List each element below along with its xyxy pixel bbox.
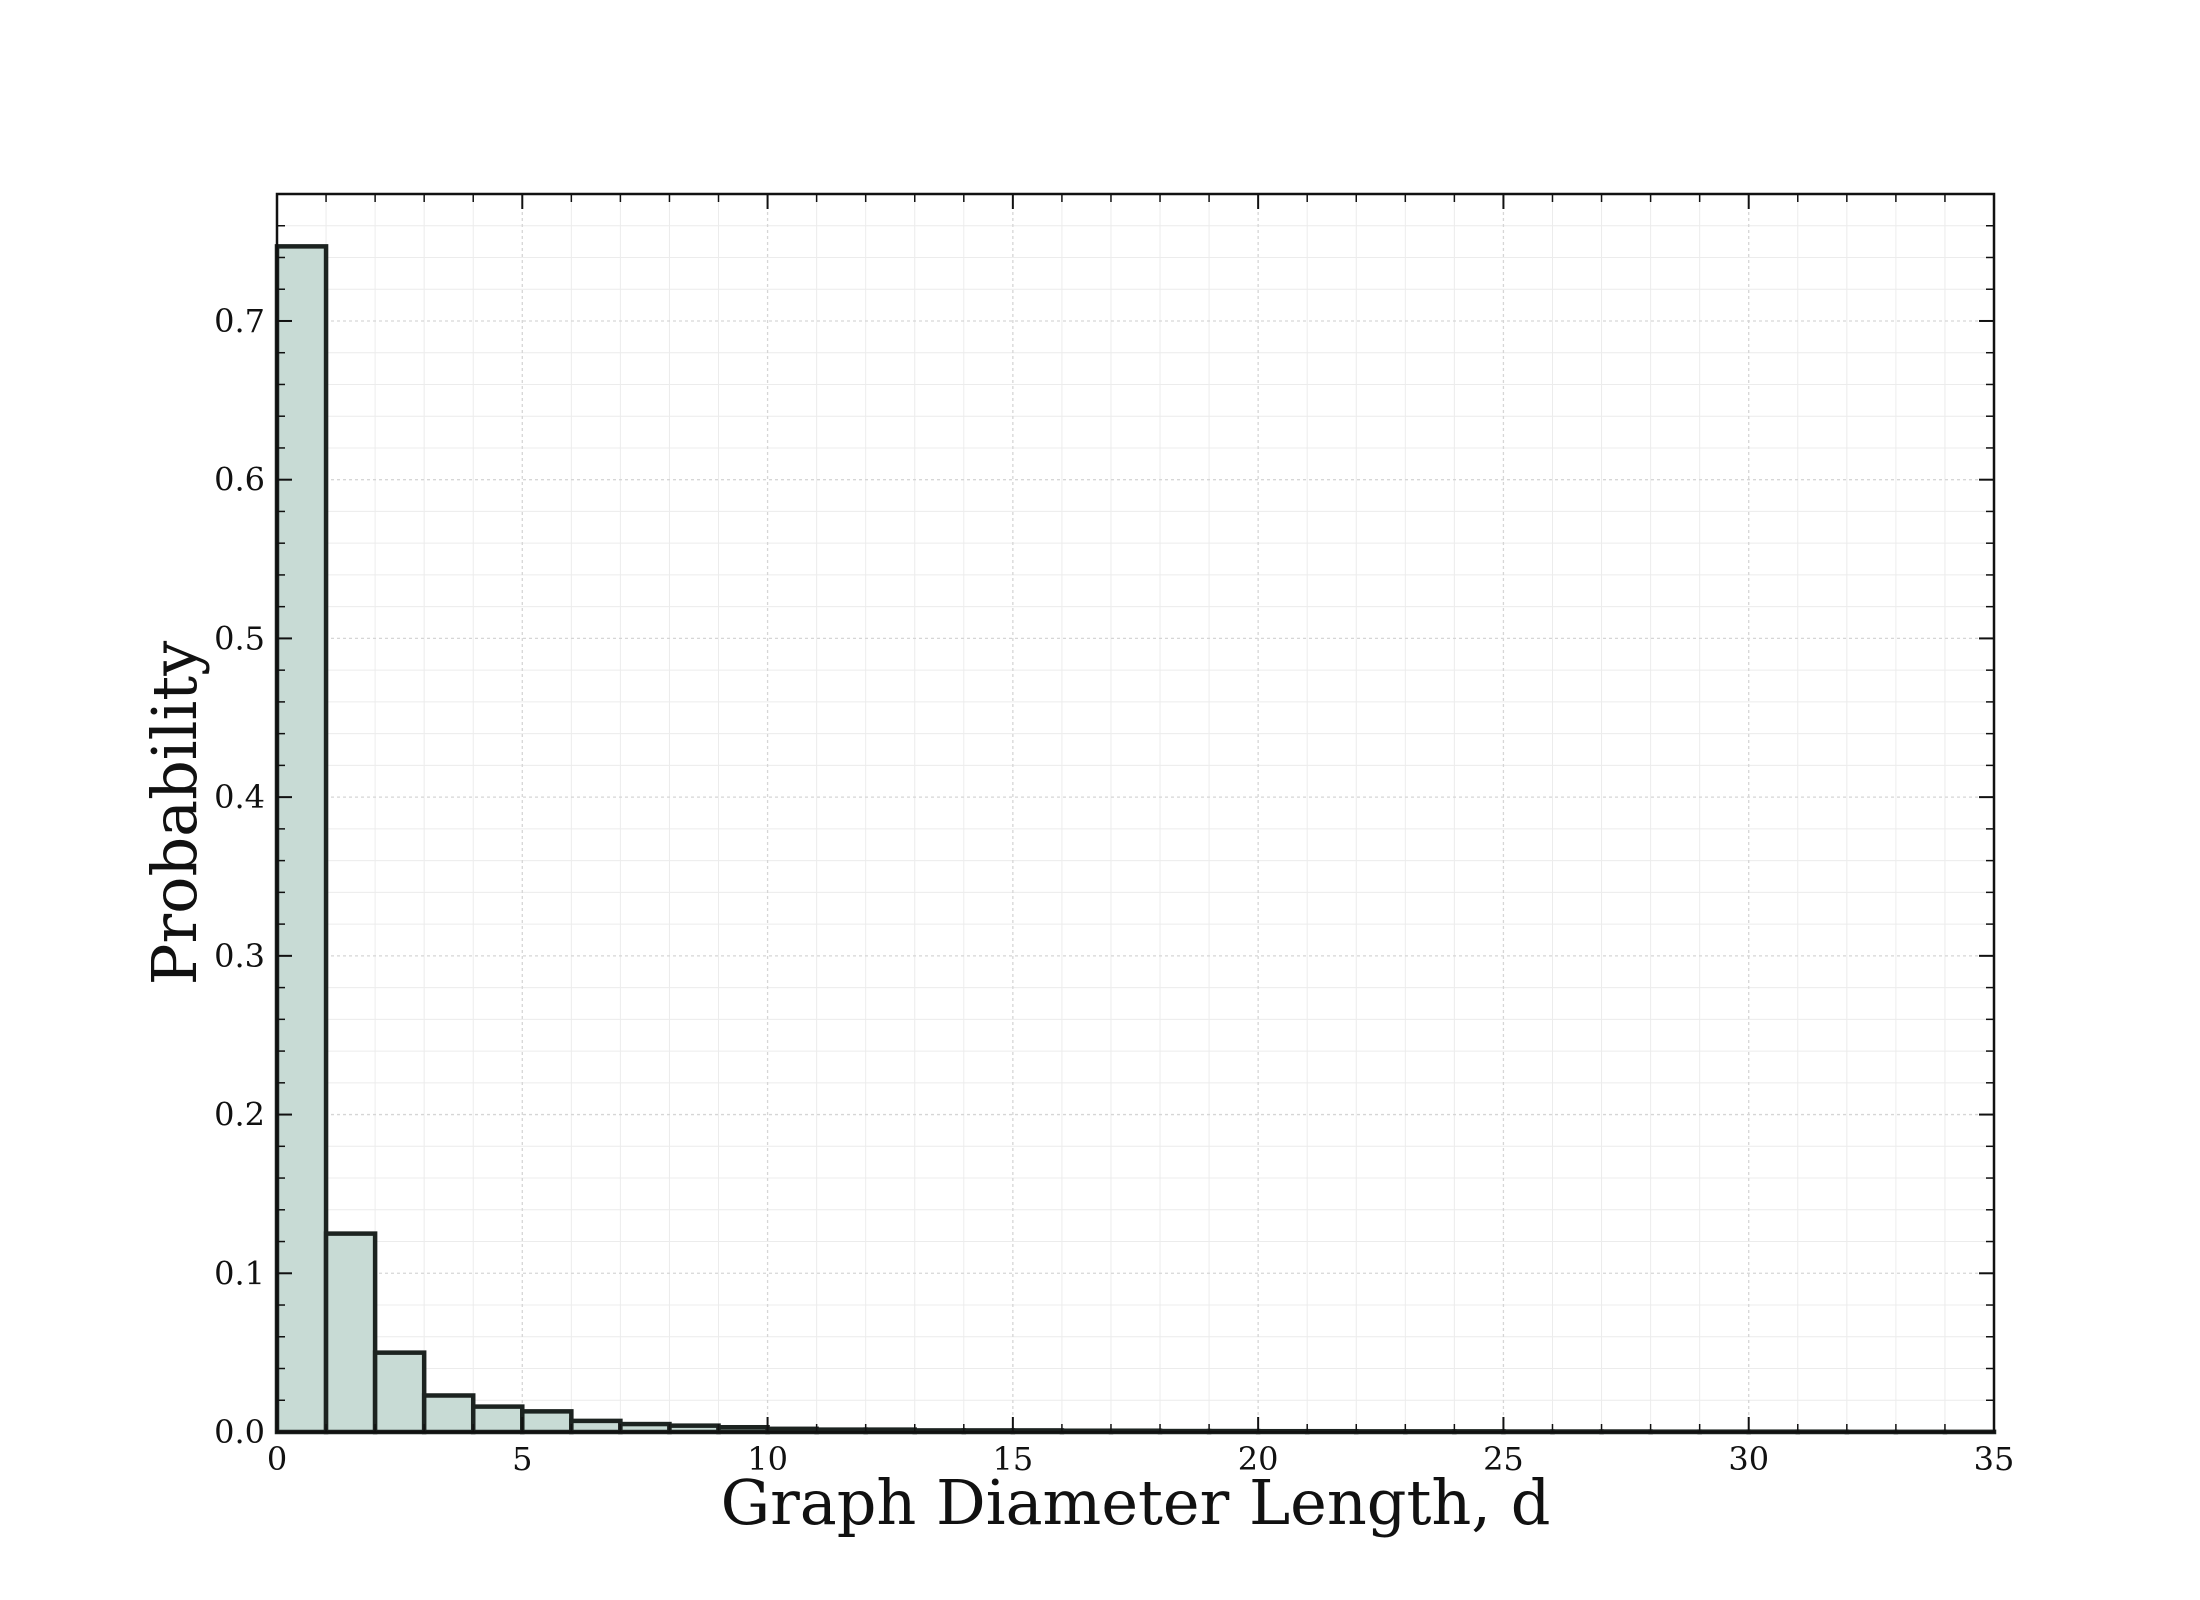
y-tick-label: 0.4 <box>214 778 265 816</box>
y-axis-label: Probability <box>138 641 211 985</box>
x-tick-label: 10 <box>747 1440 788 1478</box>
y-tick-label: 0.7 <box>214 302 265 340</box>
histogram-bar <box>569 1418 623 1435</box>
histogram-bar <box>470 1404 525 1435</box>
x-axis-label: Graph Diameter Length, d <box>721 1466 1551 1539</box>
histogram-bar <box>421 1393 476 1435</box>
x-tick-label: 15 <box>992 1440 1033 1478</box>
x-tick-label: 35 <box>1974 1440 2015 1478</box>
bars <box>274 244 1997 1435</box>
y-tick-label: 0.2 <box>214 1096 265 1134</box>
x-tick-label: 30 <box>1728 1440 1769 1478</box>
tick-labels: 0 5 10 15 20 25 30 35 0.0 0.1 0.2 0.3 0.4 0.5 0.6 0.7 <box>214 302 2014 1478</box>
y-tick-label: 0.5 <box>214 619 265 657</box>
histogram-bar <box>372 1350 427 1435</box>
ticks <box>276 193 1995 1433</box>
histogram-bar <box>520 1409 574 1435</box>
plot-frame <box>275 192 1996 1434</box>
histogram-bar <box>323 1231 378 1435</box>
y-tick-label: 0.1 <box>214 1254 265 1292</box>
x-tick-label: 0 <box>267 1440 287 1478</box>
grid <box>276 193 1995 1433</box>
histogram-bar <box>274 244 329 1435</box>
y-tick-label: 0.6 <box>214 461 265 499</box>
x-tick-label: 25 <box>1483 1440 1524 1478</box>
x-tick-label: 20 <box>1238 1440 1279 1478</box>
y-tick-label: 0.0 <box>214 1413 265 1451</box>
x-tick-label: 5 <box>512 1440 532 1478</box>
y-tick-label: 0.3 <box>214 937 265 975</box>
